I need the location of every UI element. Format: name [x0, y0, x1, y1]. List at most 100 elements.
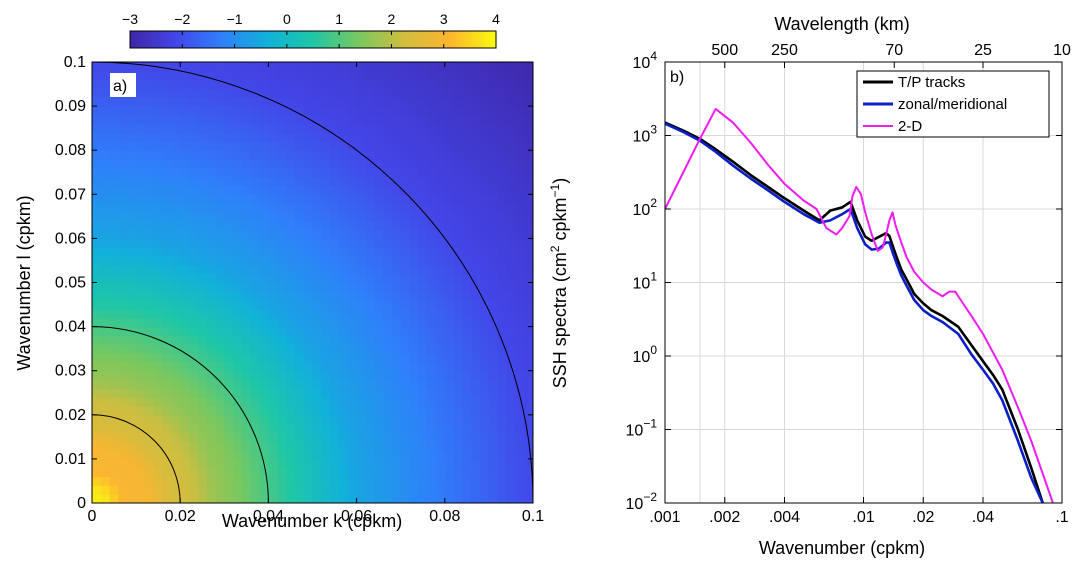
heatmap-cell	[391, 114, 402, 125]
heatmap-cell	[268, 194, 278, 204]
heatmap-cell	[365, 317, 375, 328]
heatmap-cell	[356, 79, 367, 90]
heatmap-cell	[488, 62, 499, 72]
heatmap-cell	[515, 229, 525, 239]
heatmap-cell	[109, 450, 120, 460]
heatmap-cell	[374, 441, 384, 451]
heatmap-cell	[144, 300, 155, 310]
heatmap-cell	[206, 405, 217, 416]
heatmap-cell	[277, 441, 287, 451]
heatmap-cell	[506, 220, 516, 231]
heatmap-cell	[250, 132, 261, 142]
heatmap-cell	[471, 308, 481, 319]
colorbar-segment	[395, 31, 399, 48]
heatmap-cell	[233, 423, 243, 434]
heatmap-cell	[294, 485, 305, 495]
heatmap-cell	[321, 344, 331, 354]
heatmap-cell	[250, 194, 261, 204]
heatmap-cell	[294, 256, 305, 266]
heatmap-cell	[524, 70, 533, 81]
heatmap-cell	[171, 379, 181, 389]
heatmap-cell	[497, 211, 508, 222]
heatmap-cell	[206, 423, 217, 434]
heatmap-cell	[444, 62, 455, 72]
colorbar-segment	[282, 31, 287, 48]
heatmap-cell	[259, 211, 269, 222]
heatmap-cell	[338, 344, 349, 354]
heatmap-cell	[374, 247, 384, 257]
colorbar-segment	[425, 31, 430, 48]
heatmap-cell	[224, 211, 234, 222]
heatmap-cell	[480, 494, 490, 503]
heatmap-cell	[180, 291, 190, 301]
heatmap-cell	[206, 361, 217, 372]
heatmap-cell	[462, 273, 472, 284]
heatmap-cell	[418, 300, 428, 310]
heatmap-cell	[215, 88, 225, 98]
heatmap-cell	[524, 62, 533, 72]
heatmap-cell	[197, 450, 208, 460]
heatmap-cell	[462, 414, 472, 425]
y-tick-label: 0.07	[55, 186, 86, 203]
heatmap-cell	[224, 291, 234, 301]
heatmap-cell	[330, 211, 340, 222]
heatmap-cell	[471, 79, 481, 90]
heatmap-cell	[100, 264, 111, 275]
heatmap-cell	[453, 353, 464, 363]
heatmap-cell	[383, 379, 393, 389]
heatmap-cell	[127, 150, 137, 160]
heatmap-cell	[127, 361, 137, 372]
heatmap-cell	[488, 167, 499, 178]
heatmap-cell	[100, 238, 111, 248]
heatmap-cell	[444, 423, 455, 434]
heatmap-cell	[206, 397, 217, 407]
heatmap-cell	[92, 458, 102, 469]
heatmap-cell	[427, 88, 437, 98]
heatmap-cell	[277, 114, 287, 125]
heatmap-cell	[180, 97, 190, 107]
heatmap-cell	[118, 97, 128, 107]
heatmap-cell	[435, 70, 446, 81]
heatmap-cell	[488, 106, 499, 116]
heatmap-cell	[171, 405, 181, 416]
heatmap-cell	[400, 388, 411, 398]
y-tick-exponent: 2	[650, 196, 657, 210]
heatmap-cell	[136, 353, 146, 363]
heatmap-cell	[400, 485, 411, 495]
heatmap-cell	[374, 423, 384, 434]
heatmap-cell	[197, 150, 208, 160]
heatmap-cell	[480, 282, 490, 292]
heatmap-cell	[497, 370, 508, 381]
heatmap-cell	[180, 123, 190, 134]
heatmap-cell	[524, 300, 533, 310]
heatmap-cell	[215, 167, 225, 178]
heatmap-cell	[497, 79, 508, 90]
heatmap-cell	[268, 476, 278, 486]
heatmap-cell	[303, 97, 314, 107]
heatmap-cell	[488, 423, 499, 434]
heatmap-cell	[444, 106, 455, 116]
heatmap-cell	[92, 300, 102, 310]
heatmap-cell	[321, 176, 331, 187]
top-tick-label: 25	[974, 42, 992, 59]
heatmap-cell	[427, 247, 437, 257]
heatmap-cell	[488, 123, 499, 134]
heatmap-cell	[391, 123, 402, 134]
heatmap-cell	[409, 159, 419, 169]
heatmap-cell	[189, 185, 199, 195]
heatmap-cell	[471, 282, 481, 292]
heatmap-cell	[462, 450, 472, 460]
heatmap-cell	[453, 123, 464, 134]
heatmap-cell	[435, 238, 446, 248]
heatmap-cell	[356, 326, 367, 337]
heatmap-cell	[144, 229, 155, 239]
heatmap-cell	[259, 308, 269, 319]
heatmap-cell	[365, 379, 375, 389]
heatmap-cell	[233, 476, 243, 486]
heatmap-cell	[100, 441, 111, 451]
heatmap-cell	[462, 150, 472, 160]
heatmap-cell	[197, 441, 208, 451]
heatmap-cell	[312, 238, 322, 248]
heatmap-cell	[144, 317, 155, 328]
heatmap-cell	[312, 167, 322, 178]
